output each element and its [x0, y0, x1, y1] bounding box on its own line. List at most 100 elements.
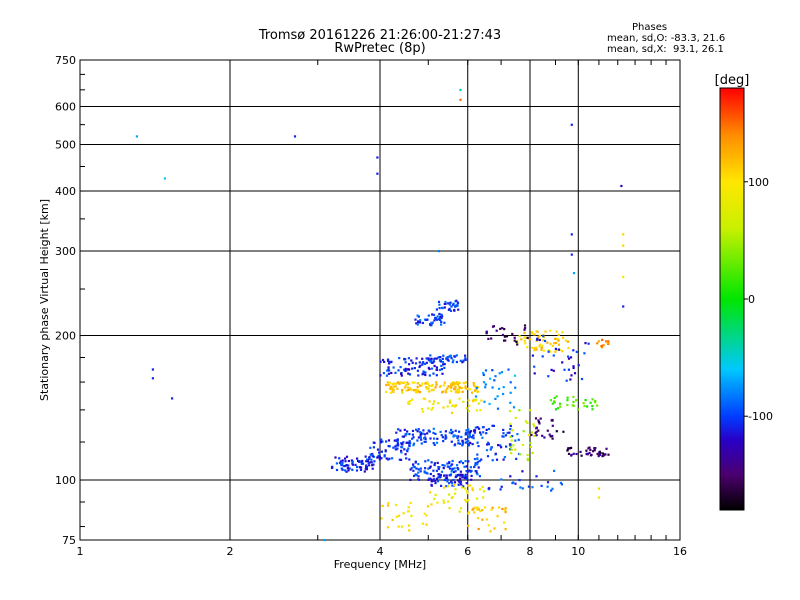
colorbar: [719, 87, 745, 511]
echo-point: [392, 388, 395, 391]
echo-point: [439, 315, 442, 318]
echo-point: [477, 508, 480, 511]
echo-point: [444, 302, 447, 305]
echo-point: [423, 440, 426, 443]
echo-point: [492, 424, 495, 427]
y-tick-label: 200: [55, 330, 76, 343]
echo-point: [457, 468, 460, 471]
echo-point: [388, 387, 391, 390]
echo-point: [482, 371, 485, 375]
echo-point: [490, 508, 493, 511]
echo-point: [498, 506, 501, 509]
echo-point: [389, 361, 392, 364]
echo-point: [412, 469, 415, 472]
echo-point: [501, 507, 504, 511]
echo-point: [437, 476, 440, 479]
echo-point: [408, 433, 411, 436]
echo-point: [467, 399, 470, 402]
echo-point: [387, 383, 390, 387]
echo-point: [432, 469, 435, 472]
echo-point: [415, 474, 418, 477]
echo-point: [430, 361, 433, 364]
echo-point: [416, 385, 419, 388]
echo-point: [407, 402, 410, 405]
echo-point: [467, 440, 470, 443]
echo-point: [444, 434, 447, 437]
phases-o-mode: mean, sd,O: -83.3, 21.6: [607, 33, 726, 44]
x-tick-label: 2: [227, 545, 234, 558]
echo-point: [451, 459, 454, 463]
echo-point: [503, 456, 506, 459]
echo-point: [392, 446, 395, 449]
echo-point: [503, 328, 506, 331]
echo-point: [475, 398, 478, 401]
echo-point: [417, 468, 420, 471]
echo-point: [485, 518, 488, 521]
echo-point: [430, 357, 433, 360]
echo-point: [504, 528, 507, 531]
echo-point: [395, 515, 398, 518]
echo-point: [514, 448, 517, 451]
echo-point: [501, 435, 504, 438]
echo-point: [504, 434, 508, 437]
echo-point: [473, 431, 476, 434]
echo-point: [376, 172, 379, 175]
echo-point: [622, 233, 625, 236]
echo-point: [448, 431, 451, 434]
echo-point: [414, 388, 418, 392]
echo-point: [481, 485, 484, 488]
echo-point: [478, 488, 481, 491]
echo-point: [498, 387, 501, 390]
echo-point: [438, 307, 441, 310]
echo-point: [485, 432, 488, 435]
echo-point: [523, 328, 526, 331]
echo-point: [443, 486, 446, 489]
echo-point: [459, 477, 462, 480]
echo-point: [554, 337, 557, 340]
echo-point: [482, 496, 485, 499]
echo-point: [351, 468, 354, 471]
echo-point: [557, 343, 560, 346]
echo-point: [426, 505, 429, 508]
echo-point: [456, 464, 459, 467]
echo-point: [484, 383, 487, 386]
echo-point: [408, 400, 411, 403]
echo-point: [514, 386, 517, 389]
echo-point: [464, 487, 467, 490]
echo-point: [396, 441, 399, 444]
echo-point: [464, 387, 467, 390]
echo-point: [356, 465, 359, 469]
echo-point: [526, 459, 529, 462]
echo-point: [422, 370, 425, 373]
echo-point: [551, 434, 554, 438]
echo-point: [575, 399, 578, 402]
echo-point: [435, 368, 438, 371]
echo-point: [589, 448, 592, 451]
echo-point: [450, 357, 453, 360]
echo-point: [514, 416, 517, 419]
echo-point: [408, 524, 411, 527]
echo-point: [583, 352, 586, 355]
echo-point: [467, 430, 470, 433]
echo-point: [481, 426, 485, 429]
echo-point: [439, 475, 442, 478]
echo-point: [461, 440, 464, 443]
echo-point: [606, 342, 609, 345]
echo-point: [438, 473, 441, 476]
echo-point: [416, 430, 419, 433]
echo-point: [455, 390, 458, 393]
echo-point: [464, 473, 467, 476]
y-tick-label: 600: [55, 101, 76, 114]
echo-point: [502, 386, 505, 389]
echo-point: [526, 346, 529, 349]
echo-point: [478, 459, 481, 463]
echo-point: [359, 468, 363, 471]
echo-point: [570, 253, 573, 256]
echo-point: [457, 381, 460, 384]
echo-point: [559, 402, 562, 405]
echo-point: [370, 461, 373, 464]
echo-point: [397, 444, 400, 447]
echo-point: [479, 433, 483, 436]
echo-point: [371, 467, 374, 470]
echo-point: [464, 357, 467, 360]
